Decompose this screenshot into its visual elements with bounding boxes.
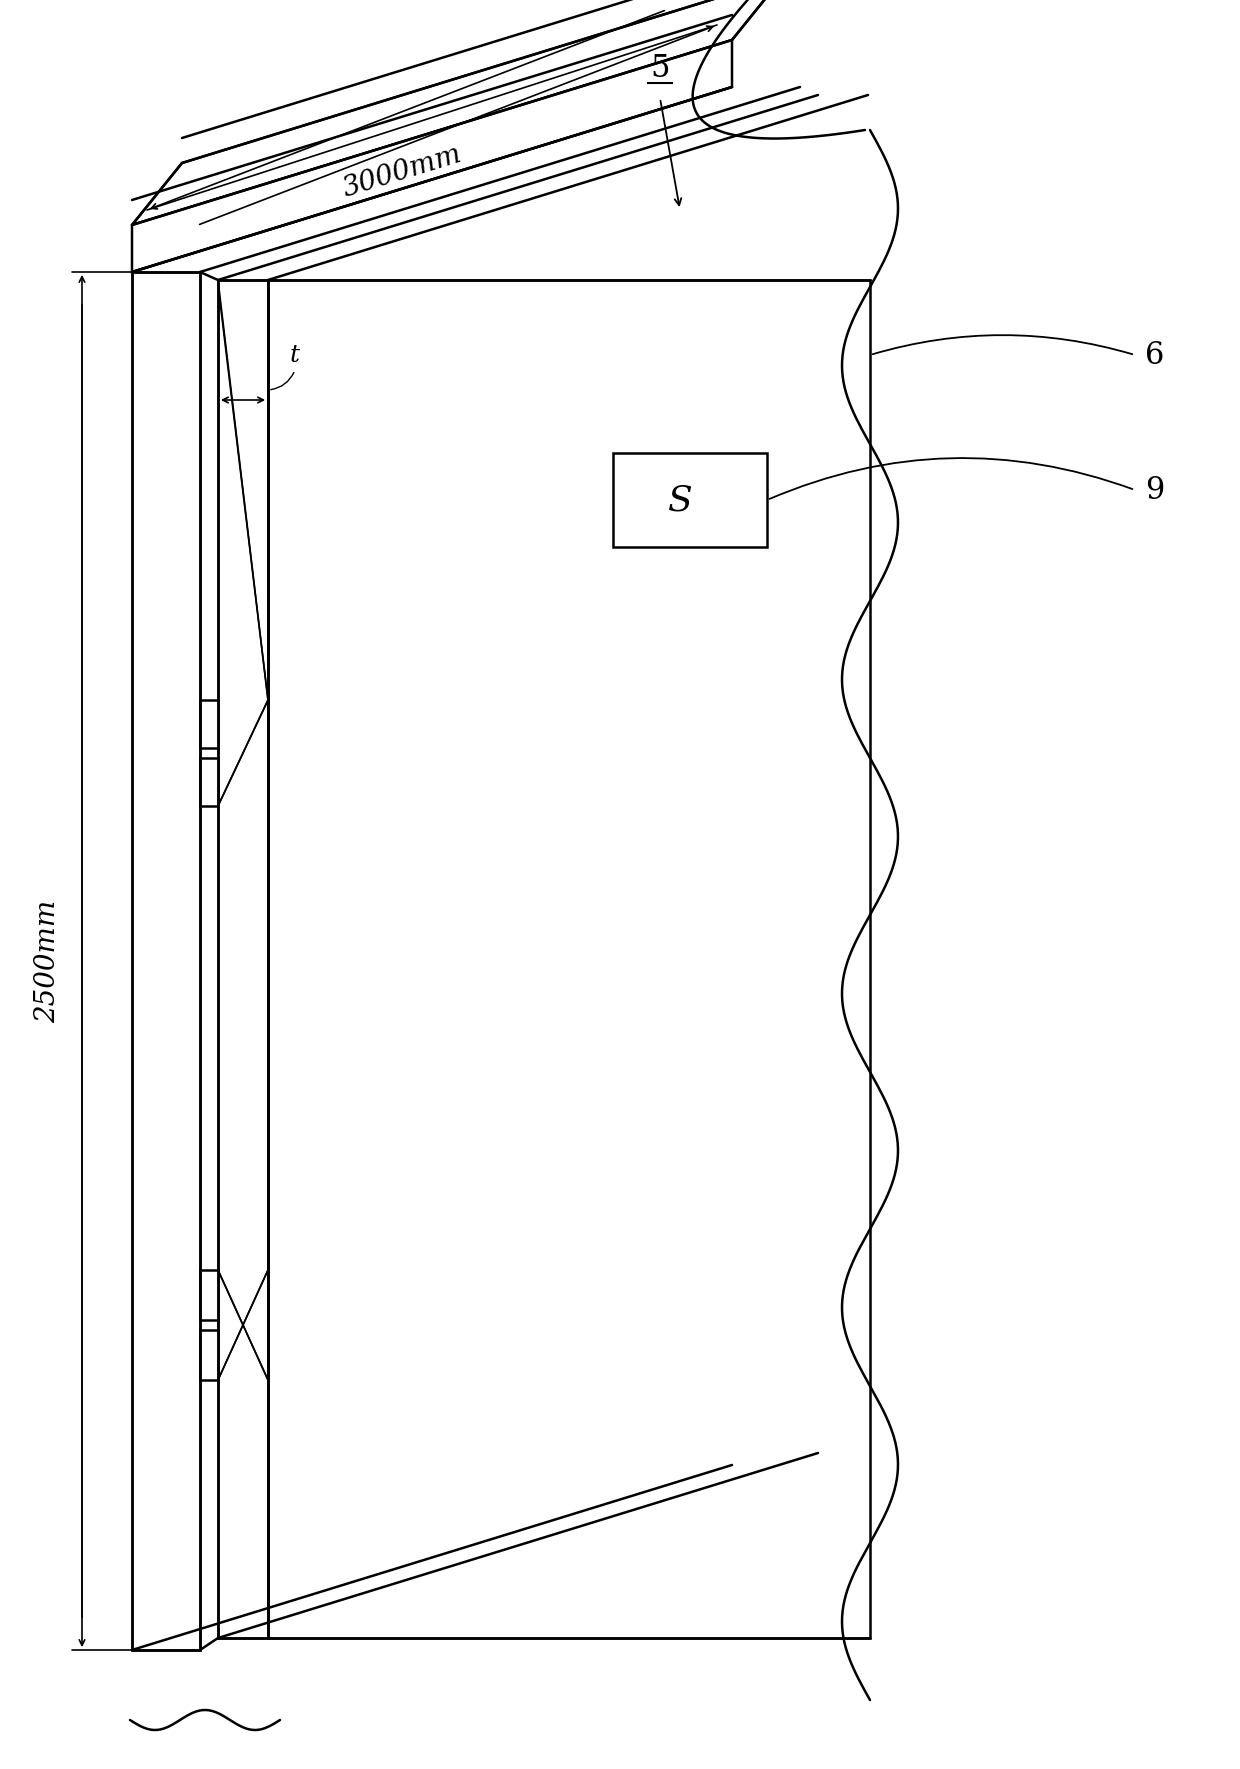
Text: t: t [290, 343, 300, 366]
Polygon shape [613, 453, 768, 547]
Text: S: S [667, 483, 692, 517]
Text: 3000mm: 3000mm [339, 142, 465, 203]
Polygon shape [131, 41, 732, 272]
Text: 9: 9 [1146, 474, 1164, 506]
Text: 2500mm: 2500mm [35, 899, 62, 1022]
Text: 6: 6 [1146, 340, 1164, 370]
Polygon shape [131, 272, 200, 1650]
Polygon shape [200, 1330, 218, 1380]
Polygon shape [200, 1270, 218, 1320]
Polygon shape [131, 0, 782, 225]
Polygon shape [200, 701, 218, 748]
Polygon shape [268, 280, 870, 1638]
Polygon shape [218, 280, 268, 1638]
Polygon shape [200, 757, 218, 807]
Text: 5: 5 [650, 53, 670, 83]
